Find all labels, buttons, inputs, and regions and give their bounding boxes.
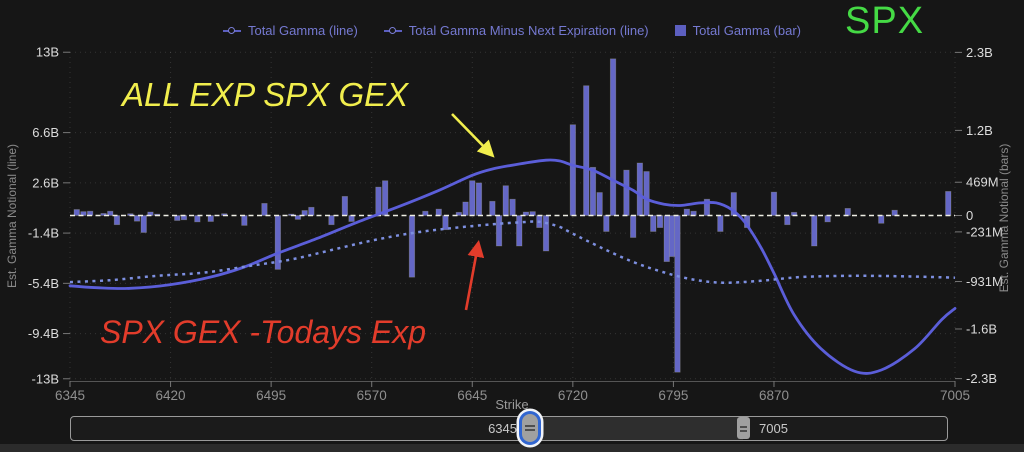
svg-text:469M: 469M [966,175,999,190]
svg-text:6345: 6345 [55,388,85,403]
svg-text:-1.6B: -1.6B [966,321,997,336]
svg-text:2.3B: 2.3B [966,45,993,60]
square-icon [674,25,686,36]
grip-lines-icon [740,426,747,428]
svg-text:0: 0 [966,208,973,223]
svg-text:-931M: -931M [966,274,1003,289]
svg-text:6870: 6870 [759,388,789,403]
grip-lines-icon [525,425,535,427]
svg-text:-9.4B: -9.4B [28,326,59,341]
svg-text:6495: 6495 [256,388,286,403]
annotation-all-exp: ALL EXP SPX GEX [122,76,409,113]
svg-text:2.6B: 2.6B [32,175,59,190]
svg-text:-13B: -13B [32,371,59,386]
svg-text:-231M: -231M [966,224,1003,239]
slider-selected-range[interactable] [530,417,743,440]
slider-max-value: 7005 [759,421,788,436]
ticker-title: SPX [845,0,925,42]
grip-lines-icon [740,430,747,432]
svg-text:7005: 7005 [940,388,970,403]
svg-text:13B: 13B [36,45,59,60]
svg-text:Est. Gamma Notional (bars): Est. Gamma Notional (bars) [997,144,1011,293]
line-dot-icon [383,26,402,36]
legend-item-total-gamma-line[interactable]: Total Gamma (line) [222,23,358,38]
svg-text:-2.3B: -2.3B [966,371,997,386]
svg-text:6645: 6645 [457,388,487,403]
slider-handle-max[interactable] [737,417,750,439]
slider-handle-min[interactable] [522,414,538,442]
svg-text:6.6B: 6.6B [32,125,59,140]
gex-chart: 13B 6.6B 2.6B -1.4B -5.4B -9.4B -13B 2.3B 1.2B 46… [5,45,1011,403]
legend-item-total-gamma-bar[interactable]: Total Gamma (bar) [674,23,802,38]
line-dot-icon [222,26,241,36]
legend-item-total-gamma-minus-next-expiration[interactable]: Total Gamma Minus Next Expiration (line) [383,23,649,38]
svg-text:6420: 6420 [156,388,186,403]
svg-text:Est. Gamma Notional (line): Est. Gamma Notional (line) [5,144,19,288]
svg-text:1.2B: 1.2B [966,123,993,138]
bottom-strip [0,444,1024,452]
svg-text:6720: 6720 [558,388,588,403]
svg-text:-1.4B: -1.4B [28,226,59,241]
svg-text:-5.4B: -5.4B [28,276,59,291]
legend-label: Total Gamma Minus Next Expiration (line) [408,23,649,38]
x-axis-title: Strike [495,397,529,412]
svg-text:6570: 6570 [357,388,387,403]
legend-label: Total Gamma (line) [247,23,358,38]
grip-lines-icon [525,429,535,431]
svg-text:6795: 6795 [658,388,688,403]
annotation-todays-exp: SPX GEX -Todays Exp [100,314,427,350]
strike-range-slider[interactable]: 6345 7005 [70,414,948,442]
legend-label: Total Gamma (bar) [692,23,802,38]
chart-legend: Total Gamma (line) Total Gamma Minus Nex… [0,23,1024,38]
slider-min-value: 6345 [488,421,517,436]
